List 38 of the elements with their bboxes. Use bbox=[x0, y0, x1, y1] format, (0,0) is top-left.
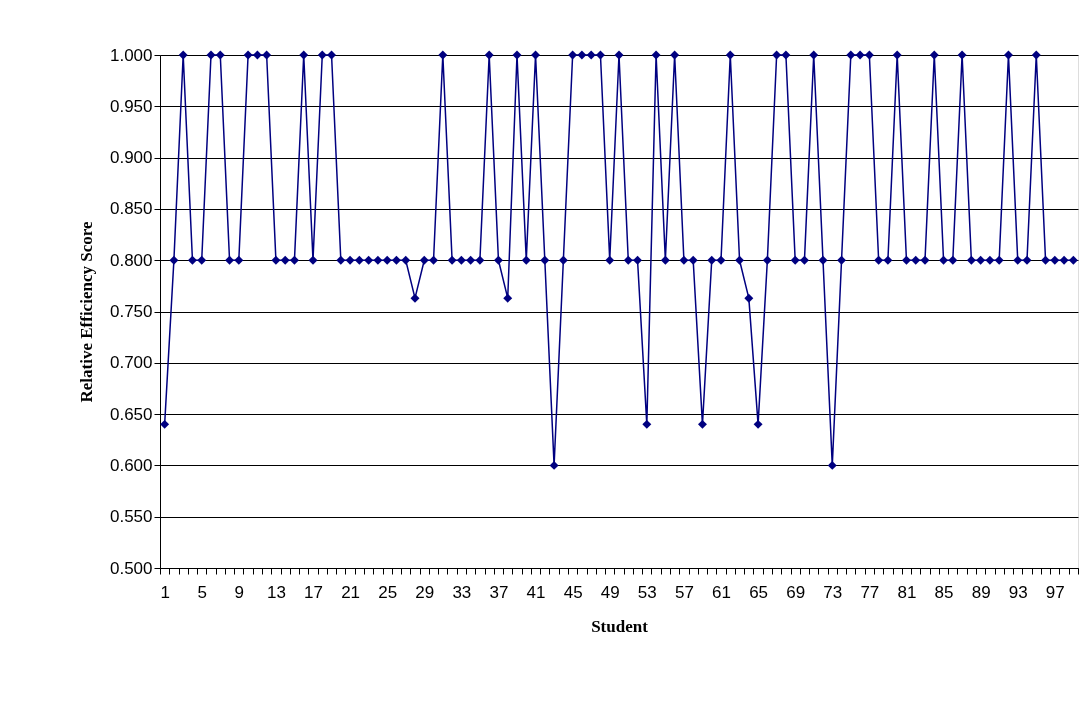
x-tick-label: 25 bbox=[378, 582, 398, 602]
x-tick-label: 65 bbox=[749, 582, 769, 602]
y-tick-label: 0.750 bbox=[109, 302, 153, 321]
y-tick-label: 0.850 bbox=[109, 199, 153, 219]
x-tick-label: 5 bbox=[197, 582, 207, 602]
x-tick-label: 41 bbox=[526, 582, 546, 602]
x-tick-label: 77 bbox=[860, 582, 880, 602]
y-tick-label: 0.950 bbox=[109, 96, 153, 116]
x-axis-title: Student bbox=[591, 616, 649, 636]
x-tick-label: 49 bbox=[600, 582, 620, 602]
x-tick-label: 81 bbox=[897, 582, 917, 602]
x-tick-label: 13 bbox=[266, 582, 286, 602]
y-tick-label: 0.650 bbox=[109, 404, 153, 424]
x-tick-label: 53 bbox=[637, 582, 657, 602]
x-tick-label: 85 bbox=[934, 582, 954, 602]
y-tick-label: 0.700 bbox=[109, 353, 153, 373]
y-tick-label: 0.900 bbox=[109, 148, 153, 168]
x-tick-label: 93 bbox=[1008, 582, 1028, 602]
x-tick-label: 57 bbox=[674, 582, 694, 602]
x-tick-label: 73 bbox=[823, 582, 843, 602]
x-tick-label: 33 bbox=[452, 582, 472, 602]
x-tick-label: 9 bbox=[234, 582, 245, 602]
x-tick-label: 1 bbox=[160, 582, 170, 602]
y-tick-label: 0.800 bbox=[109, 250, 153, 270]
x-tick-label: 29 bbox=[415, 582, 435, 602]
x-tick-label: 37 bbox=[489, 582, 509, 602]
y-tick-label: 0.600 bbox=[109, 455, 153, 475]
x-tick-label: 17 bbox=[304, 582, 323, 602]
x-tick-label: 21 bbox=[341, 582, 361, 602]
y-tick-label: 0.500 bbox=[109, 558, 153, 578]
y-tick-label: 1.000 bbox=[109, 45, 153, 65]
y-tick-label: 0.550 bbox=[109, 507, 153, 527]
x-tick-label: 89 bbox=[971, 582, 991, 602]
x-tick-label: 61 bbox=[712, 582, 731, 602]
y-axis-title: Relative Efficiency Score bbox=[76, 221, 96, 403]
x-tick-label: 45 bbox=[563, 582, 583, 602]
x-tick-label: 97 bbox=[1045, 582, 1065, 602]
x-tick-label: 69 bbox=[786, 582, 806, 602]
